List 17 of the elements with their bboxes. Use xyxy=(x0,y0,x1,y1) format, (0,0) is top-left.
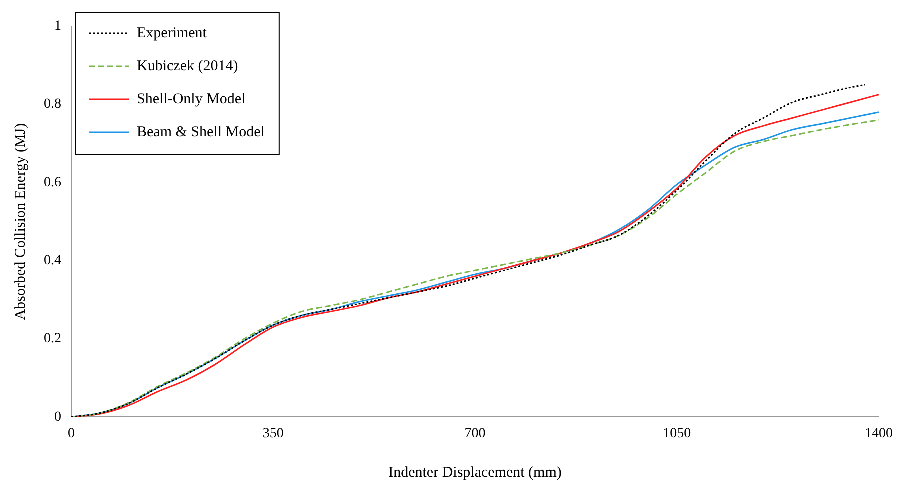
legend-label: Shell-Only Model xyxy=(137,91,246,108)
x-tick-label: 1050 xyxy=(663,426,692,442)
x-tick-label: 350 xyxy=(262,426,284,442)
y-tick-label: 1 xyxy=(54,19,62,34)
y-tick-label: 0 xyxy=(54,410,62,425)
legend-label: Kubiczek (2014) xyxy=(137,58,238,74)
legend-label: Beam & Shell Model xyxy=(137,124,265,140)
y-tick-label: 0.8 xyxy=(44,97,62,112)
y-tick-label: 0.2 xyxy=(44,332,62,347)
legend-label: Experiment xyxy=(137,25,208,42)
x-axis-title: Indenter Displacement (mm) xyxy=(388,464,562,481)
x-tick-label: 0 xyxy=(68,426,75,442)
x-tick-label: 700 xyxy=(464,426,486,442)
y-axis-title: Absorbed Collision Energy (MJ) xyxy=(12,123,29,320)
y-tick-label: 0.4 xyxy=(44,254,62,269)
x-tick-label: 1400 xyxy=(865,426,893,442)
y-tick-label: 0.6 xyxy=(44,175,62,190)
